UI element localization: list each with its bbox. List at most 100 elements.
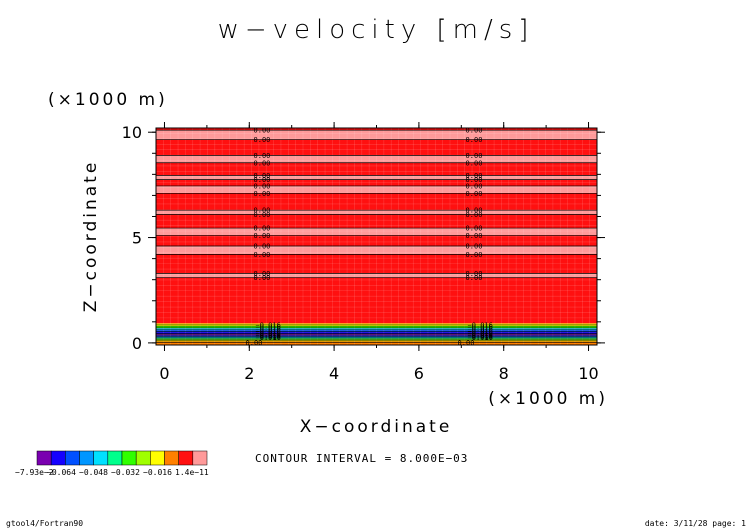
x-tick-label: 0 xyxy=(159,364,169,383)
contour-labels: 0.000.000.000.000.000.000.000.000.000.00… xyxy=(246,127,493,347)
x-tick-label: 6 xyxy=(414,364,424,383)
colorbar-swatch xyxy=(178,450,194,466)
contour-label: 0.00 xyxy=(466,190,483,198)
colorbar-label: −0.064 xyxy=(47,468,76,477)
contour-label-lower: −0.016 xyxy=(468,333,493,341)
field-background xyxy=(156,128,597,345)
x-unit-label: (×1000 m) xyxy=(488,389,608,409)
colorbar-swatch xyxy=(93,450,109,466)
contour-label: 0.00 xyxy=(466,211,483,219)
contour-label: 0.00 xyxy=(254,182,271,190)
contour-label-lower: −0.016 xyxy=(468,321,493,329)
contour-label: 0.00 xyxy=(466,172,483,180)
contour-label: 0.00 xyxy=(254,274,271,282)
contour-label-lower: −0.016 xyxy=(256,331,281,339)
contour-label-lower: −0.016 xyxy=(256,333,281,341)
contour-label-bottom: 0.00 xyxy=(246,339,263,347)
positive-band-4 xyxy=(156,210,597,215)
contour-label: 0.00 xyxy=(466,152,483,160)
y-tick-label: 5 xyxy=(132,229,142,248)
contour-label: 0.00 xyxy=(254,211,271,219)
contour-label: 0.00 xyxy=(254,159,271,167)
contour-label: 0.00 xyxy=(254,232,271,240)
contour-label-lower: −0.016 xyxy=(256,330,281,338)
contour-label: 0.00 xyxy=(466,242,483,250)
contour-label: 0.00 xyxy=(466,207,483,215)
colorbar-swatch xyxy=(79,450,94,466)
axes: 0 2 4 6 8 10 0 5 10 xyxy=(122,122,605,383)
contour-label: 0.00 xyxy=(466,225,483,233)
contour-label-lower: −0.016 xyxy=(256,324,281,332)
contour-label: 0.00 xyxy=(466,182,483,190)
plot-area xyxy=(155,127,598,346)
positive-band-2 xyxy=(156,175,597,180)
positive-band-7 xyxy=(156,273,597,278)
colorbar-swatch xyxy=(135,450,151,466)
positive-band-1 xyxy=(156,155,597,163)
chart-title: w−velocity [m/s] xyxy=(218,15,535,45)
contour-label: 0.00 xyxy=(254,136,271,144)
positive-band-0 xyxy=(156,130,597,140)
colorbar-swatch xyxy=(164,450,179,466)
colorbar-swatch xyxy=(150,450,165,466)
contour-label: 0.00 xyxy=(254,225,271,233)
positive-band-5 xyxy=(156,228,597,236)
contour-label: 0.00 xyxy=(254,207,271,215)
colorbar-label: 1.4e−11 xyxy=(175,468,209,477)
positive-band-3 xyxy=(156,185,597,194)
colorbar-label: −7.93e−2 xyxy=(15,468,54,477)
footer-left: gtool4/Fortran90 xyxy=(6,519,83,528)
colorbar-label: −0.032 xyxy=(111,468,140,477)
contour-label: 0.00 xyxy=(466,127,483,135)
colorbar-swatch xyxy=(107,450,123,466)
colorbar-label: −0.048 xyxy=(79,468,108,477)
contour-label: 0.00 xyxy=(254,251,271,259)
y-tick-label: 10 xyxy=(122,123,142,142)
contour-label: 0.00 xyxy=(254,190,271,198)
colorbar-label: −0.016 xyxy=(143,468,172,477)
contour-label-lower: −0.016 xyxy=(468,334,493,342)
y-unit-label: (×1000 m) xyxy=(48,90,168,110)
contour-label: 0.00 xyxy=(254,152,271,160)
contour-label-lower: −0.016 xyxy=(468,326,493,334)
y-axis-label: Z−coordinate xyxy=(81,160,101,313)
x-axis-label: X−coordinate xyxy=(300,417,453,437)
contour-label: 0.00 xyxy=(254,270,271,278)
contour-label-lower: −0.016 xyxy=(256,334,281,342)
colorbar-swatch xyxy=(50,450,66,466)
footer-right: date: 3/11/28 page: 1 xyxy=(645,519,746,528)
contour-label-lower: −0.016 xyxy=(256,321,281,329)
negative-layer-10 xyxy=(156,341,597,345)
contour-label: 0.00 xyxy=(466,232,483,240)
contour-label-bottom: 0.00 xyxy=(458,339,475,347)
x-tick-label: 10 xyxy=(578,364,598,383)
contour-label: 0.00 xyxy=(466,274,483,282)
contour-label: 0.00 xyxy=(254,172,271,180)
contour-label: 0.00 xyxy=(254,242,271,250)
contour-label-lower: −0.016 xyxy=(468,330,493,338)
contour-label-lower: −0.016 xyxy=(468,328,493,336)
x-tick-label: 4 xyxy=(329,364,339,383)
x-tick-label: 8 xyxy=(499,364,509,383)
contour-label: 0.00 xyxy=(254,176,271,184)
colorbar-swatch xyxy=(192,450,208,466)
colorbar-swatch xyxy=(65,450,80,466)
colorbar-swatch xyxy=(36,450,52,466)
contour-label: 0.00 xyxy=(466,136,483,144)
y-tick-label: 0 xyxy=(132,334,142,353)
positive-band-6 xyxy=(156,245,597,255)
x-tick-label: 2 xyxy=(244,364,254,383)
contour-label: 0.00 xyxy=(466,176,483,184)
contour-label: 0.00 xyxy=(466,251,483,259)
contour-label-lower: −0.016 xyxy=(468,331,493,339)
colorbar: −7.93e−2−0.064 −0.048 −0.032 −0.016 1.4e−11 xyxy=(15,450,209,477)
contour-label: 0.00 xyxy=(466,159,483,167)
contour-interval-text: CONTOUR INTERVAL = 8.000E−03 xyxy=(255,452,468,465)
contour-label: 0.00 xyxy=(466,270,483,278)
contour-label-lower: −0.016 xyxy=(468,324,493,332)
contour-label-lower: −0.016 xyxy=(256,326,281,334)
contour-label: 0.00 xyxy=(254,127,271,135)
contour-label-lower: −0.016 xyxy=(256,328,281,336)
colorbar-swatch xyxy=(121,450,137,466)
